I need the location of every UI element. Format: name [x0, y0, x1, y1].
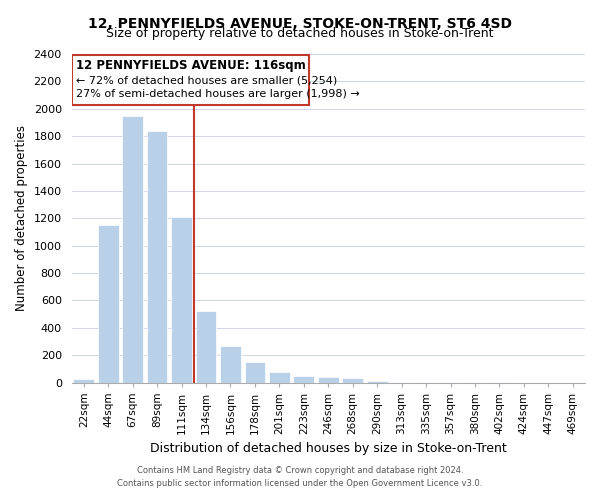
Bar — [367, 381, 388, 382]
Bar — [245, 362, 265, 382]
Bar — [171, 217, 192, 382]
Bar — [269, 372, 290, 382]
Bar — [293, 376, 314, 382]
Text: 12 PENNYFIELDS AVENUE: 116sqm: 12 PENNYFIELDS AVENUE: 116sqm — [76, 60, 305, 72]
Bar — [343, 378, 363, 382]
Bar — [122, 116, 143, 382]
Text: 27% of semi-detached houses are larger (1,998) →: 27% of semi-detached houses are larger (… — [76, 89, 359, 99]
Text: Contains HM Land Registry data © Crown copyright and database right 2024.
Contai: Contains HM Land Registry data © Crown c… — [118, 466, 482, 487]
Bar — [196, 312, 217, 382]
FancyBboxPatch shape — [72, 54, 309, 106]
Text: 12, PENNYFIELDS AVENUE, STOKE-ON-TRENT, ST6 4SD: 12, PENNYFIELDS AVENUE, STOKE-ON-TRENT, … — [88, 18, 512, 32]
Bar — [147, 130, 167, 382]
Bar — [318, 377, 338, 382]
Y-axis label: Number of detached properties: Number of detached properties — [15, 126, 28, 312]
Bar — [220, 346, 241, 383]
Text: ← 72% of detached houses are smaller (5,254): ← 72% of detached houses are smaller (5,… — [76, 75, 337, 85]
Text: Size of property relative to detached houses in Stoke-on-Trent: Size of property relative to detached ho… — [106, 28, 494, 40]
Bar — [98, 225, 119, 382]
X-axis label: Distribution of detached houses by size in Stoke-on-Trent: Distribution of detached houses by size … — [150, 442, 506, 455]
Bar — [73, 379, 94, 382]
